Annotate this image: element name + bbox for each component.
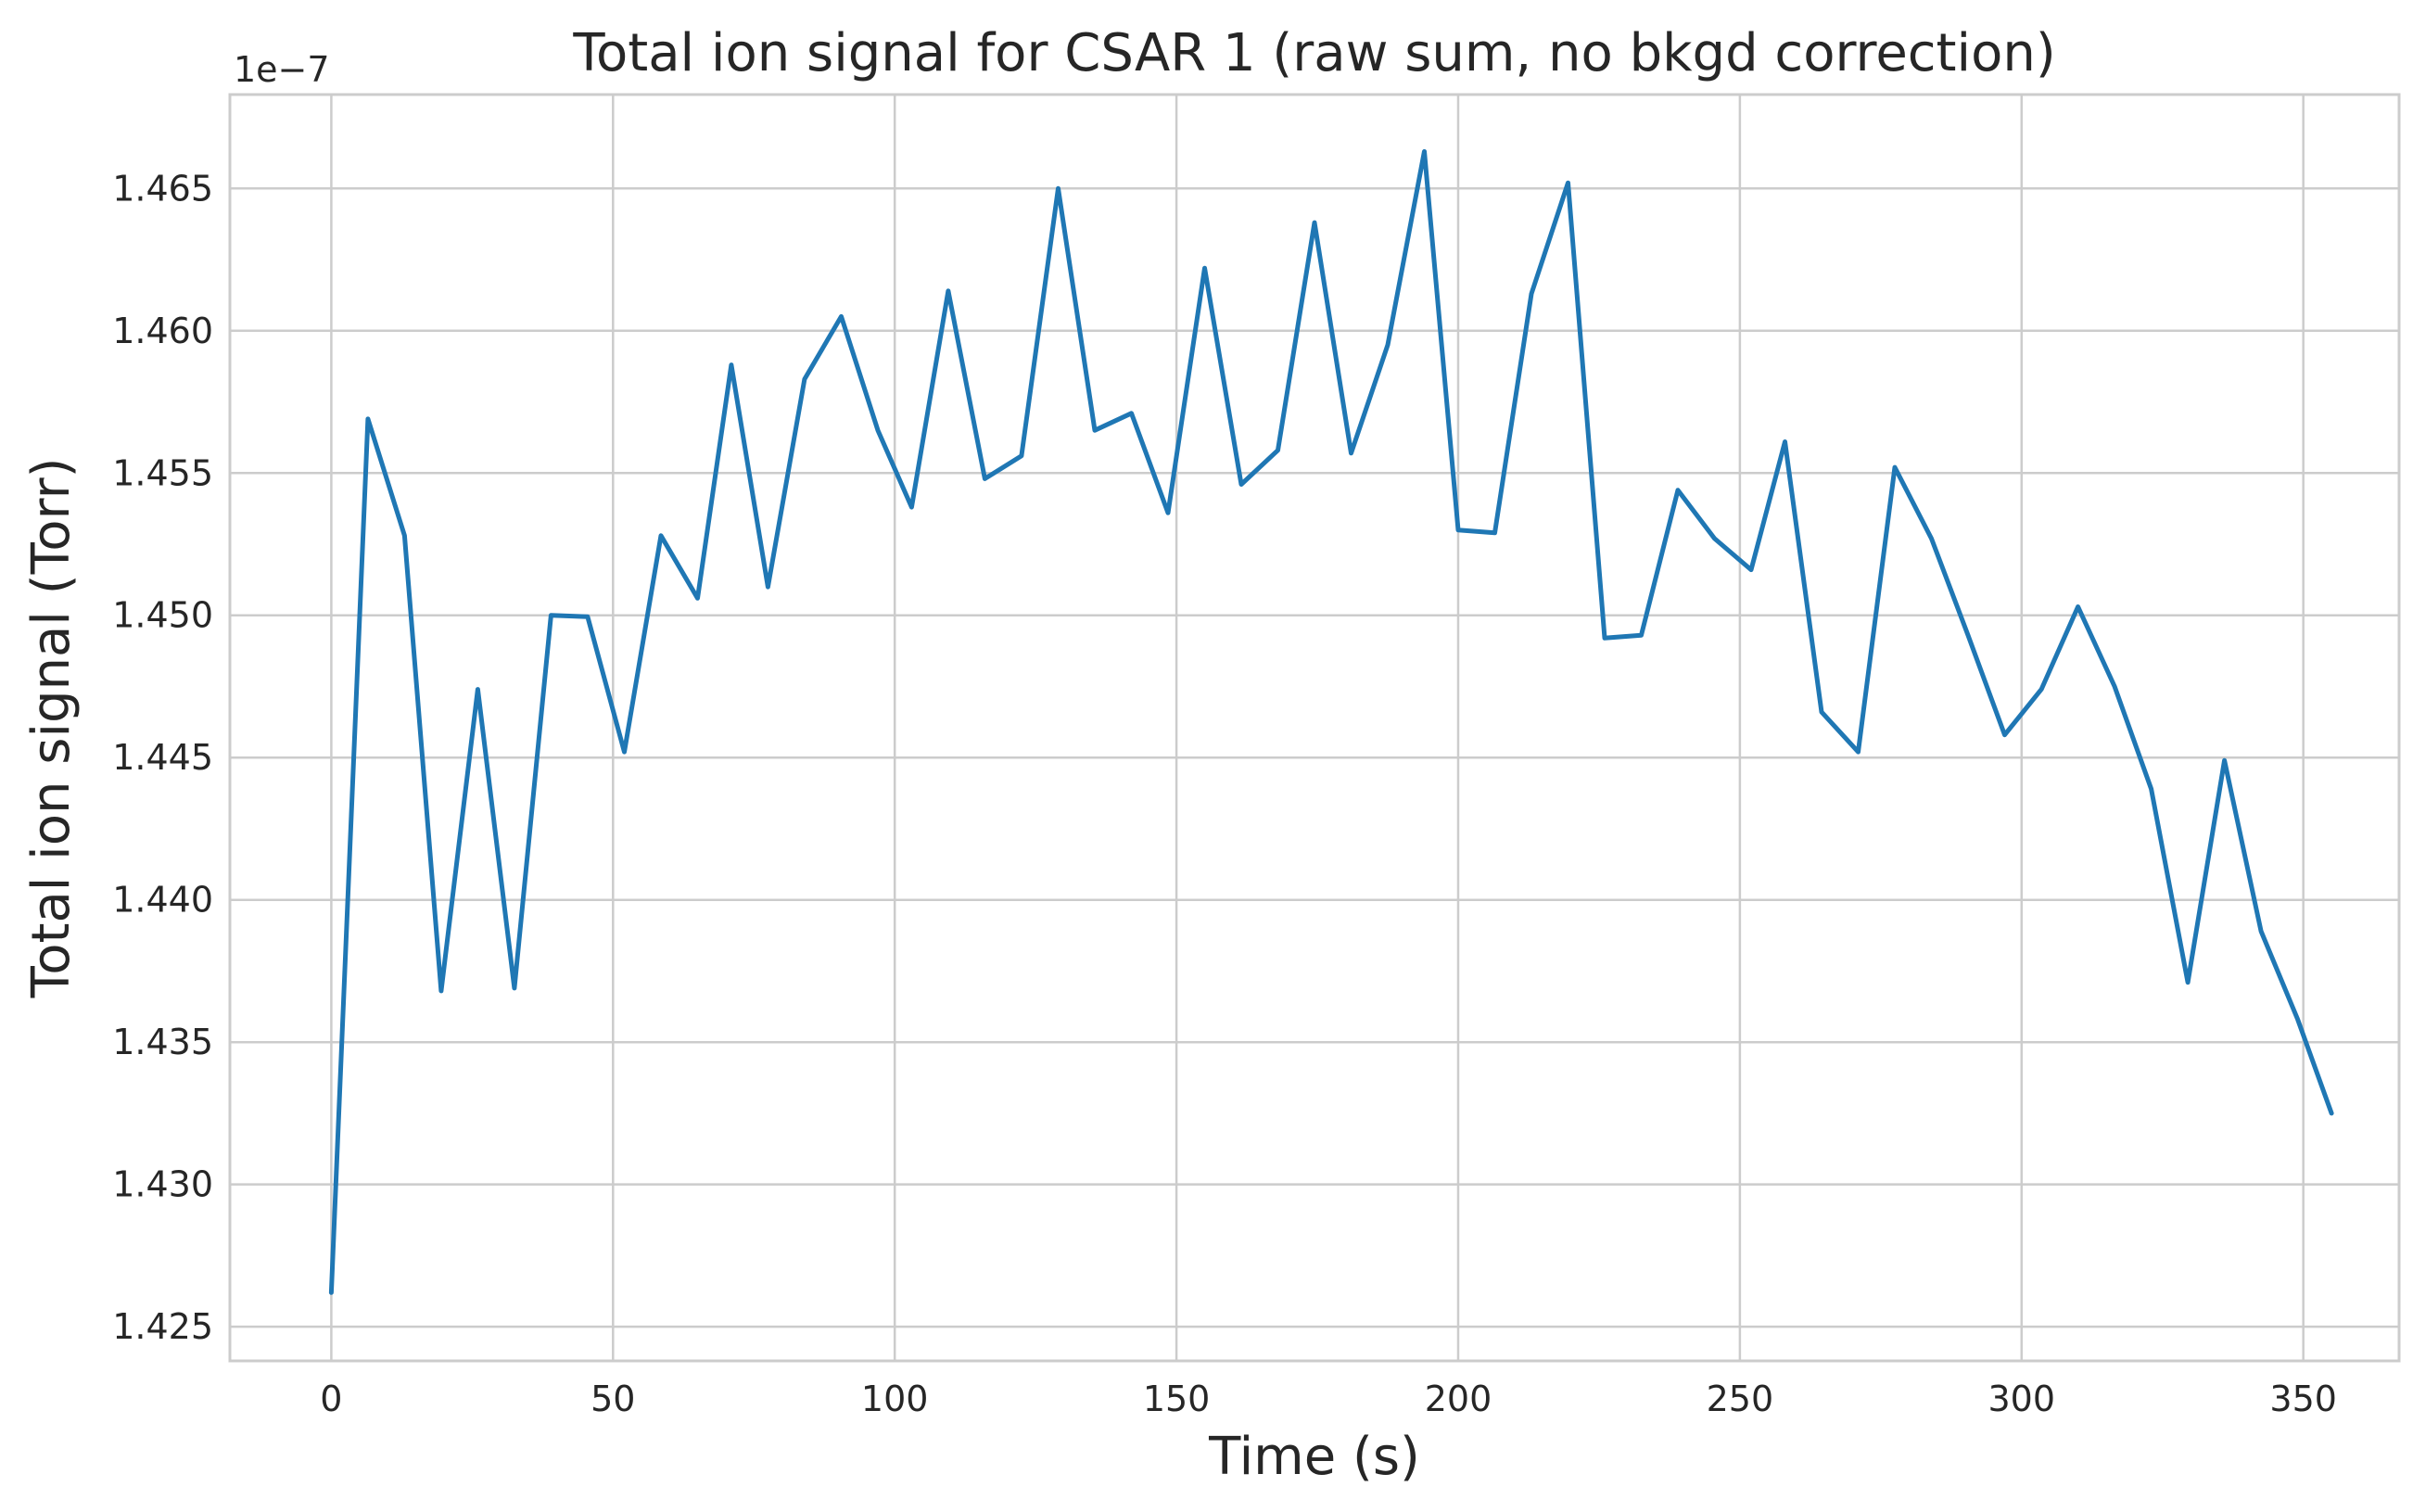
x-tick-label: 150 <box>1143 1379 1211 1419</box>
series-line <box>328 148 2334 1295</box>
y-tick-label: 1.445 <box>112 737 213 778</box>
y-tick-label: 1.435 <box>112 1022 213 1062</box>
y-tick-label: 1.440 <box>112 880 213 921</box>
chart-title: Total ion signal for CSAR 1 (raw sum, no… <box>572 23 2055 83</box>
y-tick-labels: 1.425 1.430 1.435 1.440 1.445 1.450 1.455 1.460… <box>112 168 213 1347</box>
y-offset-label: 1e−7 <box>234 49 330 90</box>
y-tick-label: 1.455 <box>112 452 213 493</box>
grid <box>230 95 2399 1361</box>
y-tick-label: 1.460 <box>112 311 213 351</box>
x-tick-label: 350 <box>2269 1379 2337 1419</box>
x-axis-label: Time (s) <box>1208 1427 1420 1487</box>
x-tick-label: 0 <box>320 1379 342 1419</box>
x-tick-label: 200 <box>1425 1379 1492 1419</box>
x-tick-label: 250 <box>1707 1379 1774 1419</box>
plot-frame <box>228 93 2401 1363</box>
y-tick-label: 1.430 <box>112 1164 213 1205</box>
y-tick-label: 1.465 <box>112 168 213 209</box>
x-tick-labels: 0 50 100 150 200 250 300 350 <box>320 1379 2337 1419</box>
y-tick-label: 1.450 <box>112 595 213 636</box>
series-layer <box>328 148 2334 1295</box>
x-tick-label: 50 <box>591 1379 635 1419</box>
y-tick-label: 1.425 <box>112 1306 213 1347</box>
x-tick-label: 100 <box>861 1379 929 1419</box>
x-tick-label: 300 <box>1988 1379 2056 1419</box>
y-axis-label: Total ion signal (Torr) <box>21 458 82 999</box>
